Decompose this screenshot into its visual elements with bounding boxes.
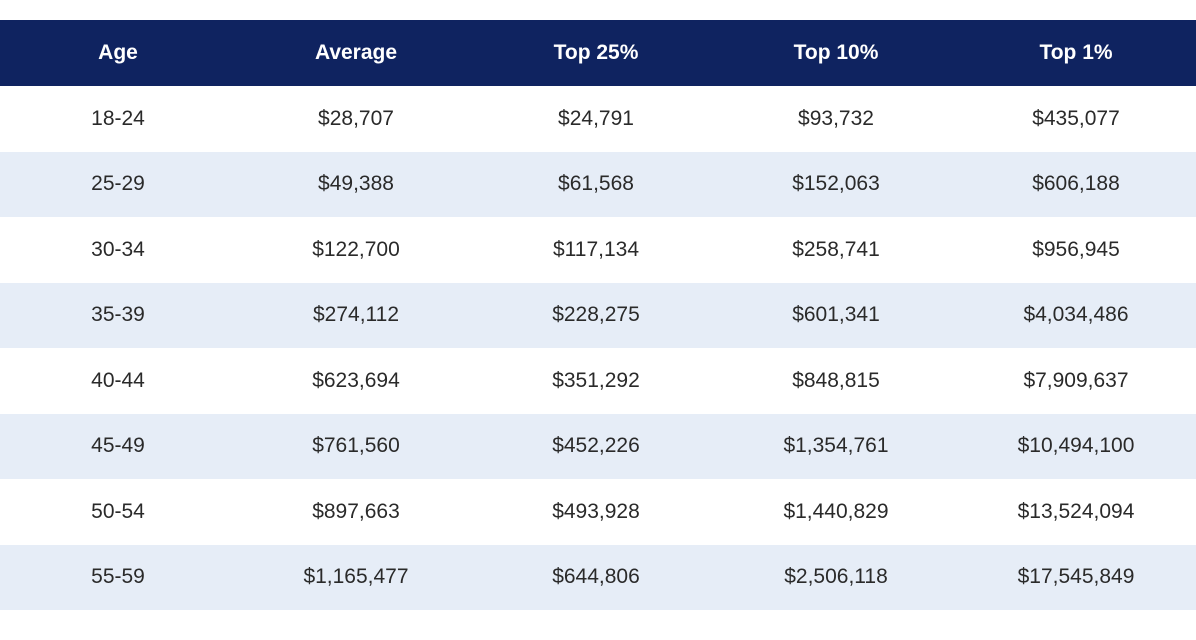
header-average: Average bbox=[236, 20, 476, 86]
cell-top-10: $258,741 bbox=[716, 217, 956, 283]
cell-average: $1,165,477 bbox=[236, 544, 476, 610]
cell-top-25: $228,275 bbox=[476, 282, 716, 348]
cell-age: 35-39 bbox=[0, 282, 236, 348]
table-header: Age Average Top 25% Top 10% Top 1% bbox=[0, 20, 1196, 86]
cell-average: $122,700 bbox=[236, 217, 476, 283]
header-age: Age bbox=[0, 20, 236, 86]
cell-top-1: $10,494,100 bbox=[956, 413, 1196, 479]
header-top-10: Top 10% bbox=[716, 20, 956, 86]
cell-age: 40-44 bbox=[0, 348, 236, 414]
cell-top-25: $644,806 bbox=[476, 544, 716, 610]
table-row: 25-29 $49,388 $61,568 $152,063 $606,188 bbox=[0, 151, 1196, 217]
cell-age: 25-29 bbox=[0, 151, 236, 217]
wealth-by-age-table: Age Average Top 25% Top 10% Top 1% 18-24… bbox=[0, 20, 1196, 640]
cell-top-10: $848,815 bbox=[716, 348, 956, 414]
table-row: 45-49 $761,560 $452,226 $1,354,761 $10,4… bbox=[0, 413, 1196, 479]
table-row: 30-34 $122,700 $117,134 $258,741 $956,94… bbox=[0, 217, 1196, 283]
cell-top-1: $606,188 bbox=[956, 151, 1196, 217]
cell-top-10: $93,732 bbox=[716, 86, 956, 152]
cell-top-25: $351,292 bbox=[476, 348, 716, 414]
cell-top-1: $435,077 bbox=[956, 86, 1196, 152]
cell-top-25: $24,791 bbox=[476, 86, 716, 152]
table-row: 35-39 $274,112 $228,275 $601,341 $4,034,… bbox=[0, 282, 1196, 348]
cell-top-1: $17,545,849 bbox=[956, 544, 1196, 610]
cell-average: $761,560 bbox=[236, 413, 476, 479]
cell-top-1: $4,034,486 bbox=[956, 282, 1196, 348]
header-row: Age Average Top 25% Top 10% Top 1% bbox=[0, 20, 1196, 86]
cell-top-10: $1,354,761 bbox=[716, 413, 956, 479]
cell-top-25: $117,134 bbox=[476, 217, 716, 283]
table-row: 18-24 $28,707 $24,791 $93,732 $435,077 bbox=[0, 86, 1196, 152]
cropped-row bbox=[0, 610, 1196, 640]
cell-age: 18-24 bbox=[0, 86, 236, 152]
cell-average: $623,694 bbox=[236, 348, 476, 414]
header-top-25: Top 25% bbox=[476, 20, 716, 86]
cell-top-25: $493,928 bbox=[476, 479, 716, 545]
cell-age: 50-54 bbox=[0, 479, 236, 545]
cell-top-10: $601,341 bbox=[716, 282, 956, 348]
cell-top-25: $452,226 bbox=[476, 413, 716, 479]
table-row: 50-54 $897,663 $493,928 $1,440,829 $13,5… bbox=[0, 479, 1196, 545]
cell-top-10: $2,506,118 bbox=[716, 544, 956, 610]
cell-average: $274,112 bbox=[236, 282, 476, 348]
table-row: 40-44 $623,694 $351,292 $848,815 $7,909,… bbox=[0, 348, 1196, 414]
cell-average: $49,388 bbox=[236, 151, 476, 217]
cell-top-1: $7,909,637 bbox=[956, 348, 1196, 414]
cropped-title-strip bbox=[0, 0, 1196, 20]
cell-age: 45-49 bbox=[0, 413, 236, 479]
cell-age: 30-34 bbox=[0, 217, 236, 283]
cell-top-25: $61,568 bbox=[476, 151, 716, 217]
cell-top-10: $152,063 bbox=[716, 151, 956, 217]
cell-top-10: $1,440,829 bbox=[716, 479, 956, 545]
table-body: 18-24 $28,707 $24,791 $93,732 $435,077 2… bbox=[0, 86, 1196, 640]
cell-top-1: $956,945 bbox=[956, 217, 1196, 283]
table-row: 55-59 $1,165,477 $644,806 $2,506,118 $17… bbox=[0, 544, 1196, 610]
cell-top-1: $13,524,094 bbox=[956, 479, 1196, 545]
cell-average: $897,663 bbox=[236, 479, 476, 545]
cell-average: $28,707 bbox=[236, 86, 476, 152]
cell-age: 55-59 bbox=[0, 544, 236, 610]
header-top-1: Top 1% bbox=[956, 20, 1196, 86]
